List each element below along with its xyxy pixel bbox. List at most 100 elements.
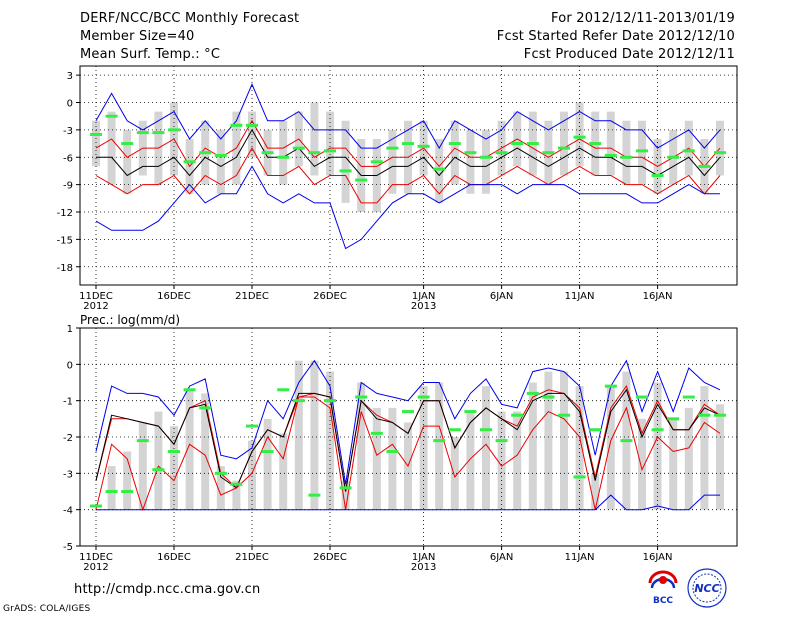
ncc-logo: NCC: [687, 568, 727, 608]
prec-observation-mark: [90, 504, 102, 508]
prec-range-box: [341, 480, 350, 510]
temp-observation-mark: [682, 149, 695, 153]
prec-range-box: [669, 418, 678, 510]
temp-xtick-label: 6JAN: [490, 291, 513, 302]
temp-observation-mark: [402, 142, 414, 146]
temp-range-box: [450, 120, 459, 185]
prec-observation-mark: [246, 424, 258, 428]
temp-series-min: [95, 165, 720, 250]
prec-range-box: [201, 393, 210, 510]
prec-range-box: [294, 360, 303, 510]
prec-observation-mark: [698, 413, 711, 417]
temp-observation-mark: [339, 169, 352, 173]
temp-range-box: [638, 120, 646, 185]
prec-ytick-label: -1: [63, 397, 73, 408]
prec-range-box: [310, 360, 319, 510]
prec-ytick-label: 0: [67, 360, 73, 371]
prec-range-box: [482, 386, 490, 510]
prec-observation-mark: [261, 450, 274, 454]
prec-range-box: [357, 382, 366, 510]
prec-range-box: [154, 411, 163, 510]
temp-observation-mark: [558, 146, 570, 150]
prec-observation-mark: [573, 475, 586, 479]
temp-observation-mark: [386, 146, 399, 150]
prec-xtick-label: 11JAN: [565, 552, 595, 563]
prec-xtick-label: 1JAN: [412, 552, 435, 563]
prec-observation-mark: [558, 413, 570, 417]
temp-observation-mark: [261, 151, 274, 155]
prec-observation-mark: [214, 471, 227, 475]
temp-observation-mark: [651, 174, 664, 177]
prec-range-box: [279, 433, 288, 510]
temp-range-box: [435, 139, 444, 203]
prec-observation-mark: [339, 486, 352, 490]
temp-observation-mark: [90, 132, 102, 136]
variable-label: Mean Surf. Temp.: °C: [80, 47, 221, 62]
prec-observation-mark: [308, 493, 321, 497]
prec-observation-mark: [433, 439, 446, 443]
temp-observation-mark: [714, 151, 726, 155]
temp-range-box: [466, 129, 475, 194]
prec-range-box: [560, 371, 568, 510]
prec-range-box: [263, 418, 272, 510]
temp-xtick-label: 16DEC: [157, 291, 191, 302]
prec-range-box: [591, 473, 600, 510]
prec-observation-mark: [183, 388, 196, 392]
temp-observation-mark: [214, 153, 227, 157]
bcc-logo: BCC: [645, 569, 681, 606]
prec-range-box: [716, 404, 724, 510]
temp-observation-mark: [136, 131, 149, 135]
temp-observation-mark: [464, 151, 477, 155]
prec-ytick-label: 1: [67, 324, 73, 335]
temp-range-box: [341, 120, 350, 203]
prec-range-box: [606, 386, 615, 510]
temp-observation-mark: [433, 167, 446, 171]
prec-series-minus-sigma: [95, 396, 721, 512]
temp-observation-mark: [168, 128, 180, 132]
temp-observation-mark: [698, 164, 711, 168]
temp-observation-mark: [636, 149, 648, 153]
prec-xtick-label: 2012: [83, 562, 108, 573]
prec-observation-mark: [386, 450, 399, 454]
prec-range-box: [544, 371, 553, 510]
temp-xtick-label: 16JAN: [643, 291, 673, 302]
temp-ytick-label: -18: [57, 263, 73, 274]
prec-range-box: [170, 426, 178, 510]
prec-series-max: [95, 359, 721, 485]
temp-observation-mark: [417, 144, 430, 148]
temp-observation-mark: [292, 146, 305, 150]
prec-range-box: [513, 411, 522, 510]
prec-xtick-label: 6JAN: [490, 552, 513, 563]
prec-observation-mark: [464, 410, 477, 414]
prec-range-box: [248, 440, 256, 510]
prec-range-box: [123, 451, 132, 510]
prec-xtick-label: 26DEC: [313, 552, 347, 563]
bcc-logo-text: BCC: [653, 596, 673, 606]
prec-observation-mark: [651, 428, 664, 432]
prec-observation-mark: [526, 391, 539, 395]
forecast-started-label: Fcst Started Refer Date 2012/12/10: [496, 29, 735, 44]
prec-observation-mark: [105, 490, 118, 493]
prec-series-min: [96, 494, 720, 511]
prec-range-box: [435, 382, 444, 510]
temp-xtick-label: 2012: [83, 301, 108, 312]
temp-observation-mark: [105, 114, 118, 118]
prec-range-box: [138, 422, 147, 510]
prec-ytick-label: -5: [63, 542, 73, 553]
temp-series-max: [95, 83, 721, 150]
temp-observation-mark: [152, 131, 165, 135]
temp-observation-mark: [230, 123, 243, 127]
source-url: http://cmdp.ncc.cma.gov.cn: [74, 582, 261, 597]
prec-xtick-label: 16JAN: [643, 552, 673, 563]
forecast-produced-label: Fcst Produced Date 2012/12/11: [523, 47, 735, 62]
temp-ytick-label: 0: [67, 99, 73, 110]
temp-ytick-label: -12: [57, 208, 73, 219]
prec-ytick-label: -2: [63, 433, 73, 444]
prec-range-box: [185, 389, 194, 510]
prec-range-box: [216, 466, 225, 510]
prec-xtick-label: 2013: [411, 562, 436, 573]
prec-panel-title: Prec.: log(mm/d): [80, 313, 180, 327]
prec-observation-mark: [121, 490, 134, 493]
temp-range-box: [388, 129, 397, 194]
